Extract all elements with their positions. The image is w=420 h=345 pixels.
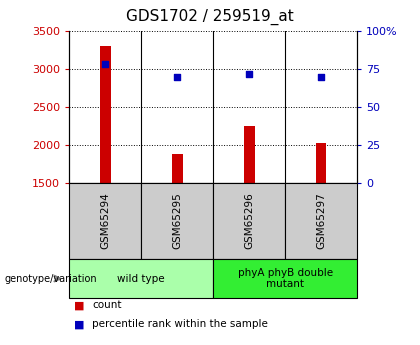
- Point: [174, 74, 181, 79]
- Text: GSM65296: GSM65296: [244, 193, 254, 249]
- Point: [102, 62, 109, 67]
- Text: GSM65297: GSM65297: [316, 193, 326, 249]
- Bar: [172, 155, 183, 297]
- Point: [246, 71, 252, 76]
- Bar: [100, 46, 110, 297]
- Text: GSM65294: GSM65294: [100, 193, 110, 249]
- Bar: [244, 126, 255, 297]
- Text: ■: ■: [74, 319, 84, 329]
- Text: wild type: wild type: [118, 274, 165, 284]
- Text: GSM65295: GSM65295: [172, 193, 182, 249]
- Text: phyA phyB double
mutant: phyA phyB double mutant: [238, 268, 333, 289]
- Text: ■: ■: [74, 300, 84, 310]
- Bar: [316, 143, 326, 297]
- Text: count: count: [92, 300, 122, 310]
- Text: genotype/variation: genotype/variation: [4, 274, 97, 284]
- Text: percentile rank within the sample: percentile rank within the sample: [92, 319, 268, 329]
- Text: GDS1702 / 259519_at: GDS1702 / 259519_at: [126, 9, 294, 25]
- Point: [318, 74, 324, 79]
